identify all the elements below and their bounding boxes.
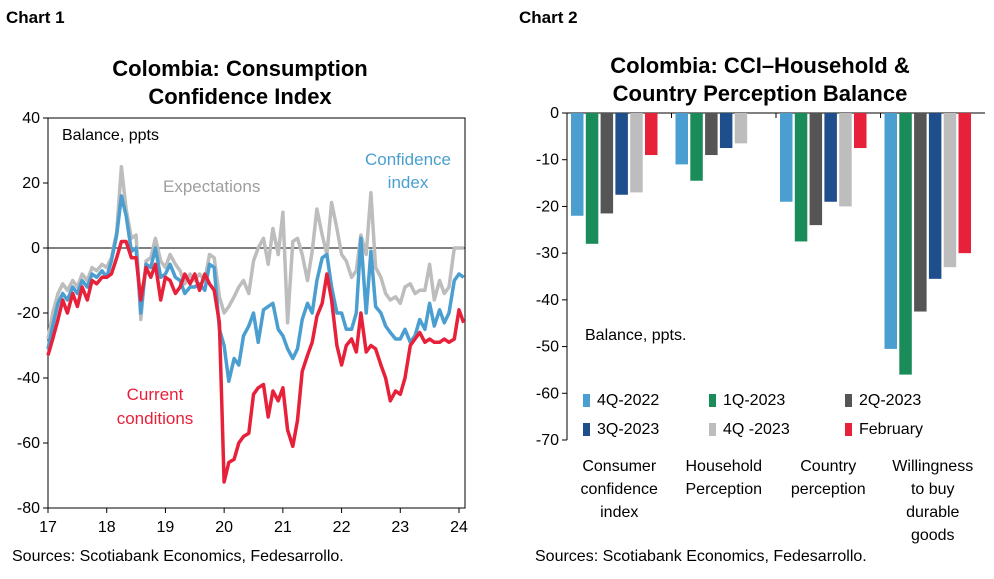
chart1-annotation-confidence-line2: index xyxy=(388,173,429,192)
chart2-bar xyxy=(600,113,614,214)
chart1-source: Sources: Scotiabank Economics, Fedesarro… xyxy=(12,548,344,565)
chart2-bar xyxy=(645,113,658,156)
chart2-y-tick-label: -40 xyxy=(536,292,559,309)
chart2-bar xyxy=(615,113,628,195)
chart2-y-tick-label: -50 xyxy=(536,339,559,356)
chart2-legend-label: February xyxy=(859,421,923,438)
chart1-y-tick-label: 40 xyxy=(22,110,40,127)
chart2-category-label: goods xyxy=(911,527,955,544)
chart1-y-tick-label: 20 xyxy=(22,175,40,192)
chart2-plot: 0 -10 -20 -30 -40 -50 -60 -70 Consumer confidence… xyxy=(536,105,985,544)
chart2-category-label: confidence xyxy=(581,481,658,498)
chart2-bar xyxy=(585,113,599,244)
chart2-bar xyxy=(899,113,912,375)
chart1-annotation-confidence-line1: Confidence xyxy=(365,150,451,169)
chart1-title: Colombia: Consumption Confidence Index xyxy=(40,55,440,111)
chart1-series-line-2 xyxy=(46,239,466,484)
chart2-category-label: Country xyxy=(800,458,856,475)
chart1-x-tick-label: 21 xyxy=(274,519,292,536)
chart2-legend-swatch xyxy=(845,394,852,407)
chart1-title-line2: Confidence Index xyxy=(148,84,332,109)
chart2-category-label: Willingness xyxy=(892,458,973,475)
chart1-x-tick-label: 19 xyxy=(157,519,175,536)
chart2-label: Chart 2 xyxy=(519,8,578,27)
chart2-bar xyxy=(675,113,688,165)
chart2-y-tick-label: -10 xyxy=(536,152,559,169)
chart2-y-tick-label: 0 xyxy=(550,105,559,122)
chart2-bar xyxy=(854,113,867,149)
chart2-bar xyxy=(630,113,643,193)
chart2-title-line2: Country Perception Balance xyxy=(612,81,908,106)
chart2-bar xyxy=(705,113,718,156)
chart2-bar xyxy=(914,113,927,312)
chart1-y-tick-label: -40 xyxy=(17,370,40,387)
chart2-legend-swatch xyxy=(583,394,590,407)
chart2-category-label: durable xyxy=(906,504,959,521)
chart2-bar xyxy=(571,113,584,216)
chart2-y-tick-label: -60 xyxy=(536,385,559,402)
chart2-bar xyxy=(780,113,793,202)
chart1-annotation-current-line1: Current xyxy=(127,385,184,404)
chart1-y-tick-label: -80 xyxy=(17,500,40,517)
chart2-bar xyxy=(719,113,733,149)
chart2-y-tick-label: -30 xyxy=(536,245,559,262)
chart2-y-tick-label: -70 xyxy=(536,432,559,449)
chart2-category-label: Consumer xyxy=(582,458,656,475)
chart1-annotation-expectations: Expectations xyxy=(163,177,260,196)
chart2-legend-swatch xyxy=(845,423,852,436)
chart2-source: Sources: Scotiabank Economics, Fedesarro… xyxy=(535,548,867,565)
chart2-legend-label: 2Q-2023 xyxy=(859,392,921,409)
chart2-category-label: Perception xyxy=(686,481,763,498)
chart1-x-tick-label: 24 xyxy=(450,519,468,536)
chart2-legend-swatch xyxy=(583,423,590,436)
chart1-x-tick-label: 17 xyxy=(39,519,57,536)
chart2-bar xyxy=(958,113,971,254)
chart2-y-axis-label: Balance, ppts. xyxy=(585,327,686,344)
chart2-legend-swatch xyxy=(709,423,716,436)
chart2-bar xyxy=(794,113,808,242)
chart1-label: Chart 1 xyxy=(6,8,65,27)
chart2-bar xyxy=(734,113,748,144)
chart2-bar xyxy=(690,113,703,181)
chart1-series-line-1 xyxy=(46,194,465,384)
chart2-legend-swatch xyxy=(709,394,716,407)
chart2-bar xyxy=(824,113,837,202)
chart1-y-tick-label: -20 xyxy=(17,305,40,322)
chart2-legend-label: 4Q-2022 xyxy=(597,392,659,409)
chart1-y-axis-label: Balance, ppts xyxy=(62,127,159,144)
chart1-x-tick-label: 22 xyxy=(333,519,351,536)
chart1-y-tick-label: 0 xyxy=(31,240,40,257)
chart2-legend-label: 3Q-2023 xyxy=(597,421,659,438)
chart2-category-label: perception xyxy=(791,481,866,498)
chart2-legend-label: 1Q-2023 xyxy=(723,392,785,409)
chart2-title: Colombia: CCI–Household & Country Percep… xyxy=(545,52,975,108)
chart1-annotation-current-line2: conditions xyxy=(117,409,194,428)
chart1-x-tick-label: 23 xyxy=(391,519,409,536)
chart1-y-tick-label: -60 xyxy=(17,435,40,452)
chart2-legend-label: 4Q -2023 xyxy=(723,421,790,438)
chart1-x-tick-label: 18 xyxy=(98,519,116,536)
chart1-x-tick-label: 20 xyxy=(215,519,233,536)
chart2-bar xyxy=(943,113,957,268)
chart2-y-tick-label: -20 xyxy=(536,198,559,215)
chart1-plot: 40 20 0 -20 -40 -60 -80 17 18 19 20 21 22 23 24 Balance… xyxy=(17,110,468,536)
chart2-bar xyxy=(884,113,897,349)
chart2-category-label: to buy xyxy=(911,481,955,498)
chart2-bar xyxy=(928,113,942,279)
chart1-title-line1: Colombia: Consumption xyxy=(112,56,368,81)
chart2-bar xyxy=(839,113,852,207)
chart2-category-label: Household xyxy=(686,458,763,475)
chart2-bar xyxy=(809,113,823,226)
chart2-category-label: index xyxy=(600,504,638,521)
chart2-title-line1: Colombia: CCI–Household & xyxy=(610,53,910,78)
